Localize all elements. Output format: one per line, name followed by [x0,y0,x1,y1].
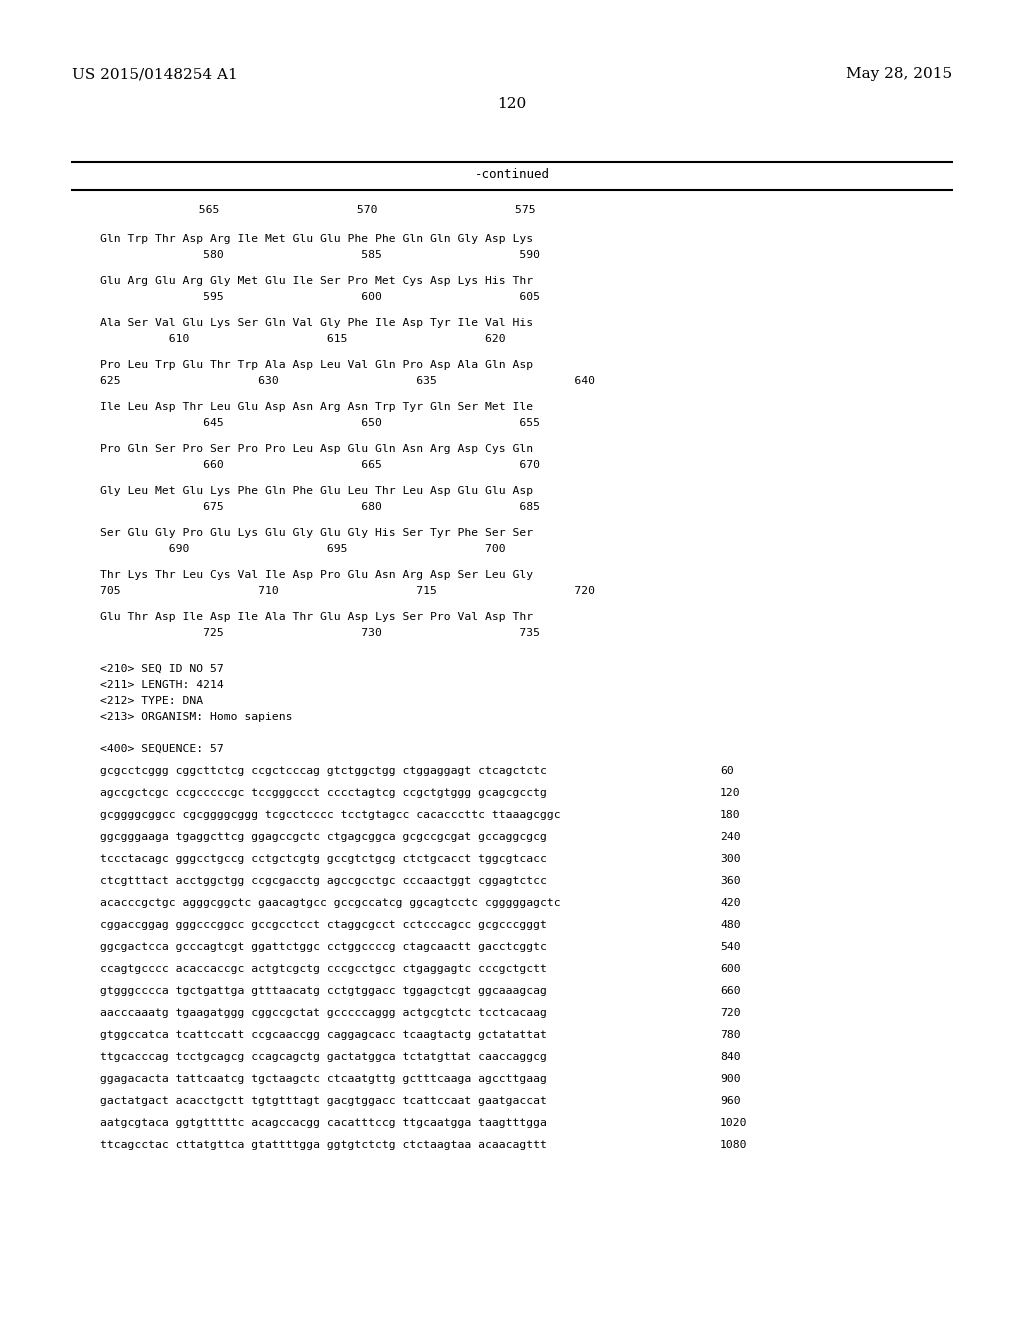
Text: <212> TYPE: DNA: <212> TYPE: DNA [100,696,203,706]
Text: 720: 720 [720,1008,740,1018]
Text: <210> SEQ ID NO 57: <210> SEQ ID NO 57 [100,664,224,675]
Text: tccctacagc gggcctgccg cctgctcgtg gccgtctgcg ctctgcacct tggcgtcacc: tccctacagc gggcctgccg cctgctcgtg gccgtct… [100,854,547,865]
Text: <213> ORGANISM: Homo sapiens: <213> ORGANISM: Homo sapiens [100,711,293,722]
Text: 645                    650                    655: 645 650 655 [100,418,540,428]
Text: Pro Leu Trp Glu Thr Trp Ala Asp Leu Val Gln Pro Asp Ala Gln Asp: Pro Leu Trp Glu Thr Trp Ala Asp Leu Val … [100,360,534,370]
Text: 625                    630                    635                    640: 625 630 635 640 [100,376,595,385]
Text: Gln Trp Thr Asp Arg Ile Met Glu Glu Phe Phe Gln Gln Gly Asp Lys: Gln Trp Thr Asp Arg Ile Met Glu Glu Phe … [100,234,534,244]
Text: aacccaaatg tgaagatggg cggccgctat gcccccaggg actgcgtctc tcctcacaag: aacccaaatg tgaagatggg cggccgctat gccccca… [100,1008,547,1018]
Text: 480: 480 [720,920,740,931]
Text: gcgcctcggg cggcttctcg ccgctcccag gtctggctgg ctggaggagt ctcagctctc: gcgcctcggg cggcttctcg ccgctcccag gtctggc… [100,766,547,776]
Text: acacccgctgc agggcggctc gaacagtgcc gccgccatcg ggcagtcctc cgggggagctc: acacccgctgc agggcggctc gaacagtgcc gccgcc… [100,898,560,908]
Text: Thr Lys Thr Leu Cys Val Ile Asp Pro Glu Asn Arg Asp Ser Leu Gly: Thr Lys Thr Leu Cys Val Ile Asp Pro Glu … [100,570,534,579]
Text: 300: 300 [720,854,740,865]
Text: 565                    570                    575: 565 570 575 [130,205,536,215]
Text: ctcgtttact acctggctgg ccgcgacctg agccgcctgc cccaactggt cggagtctcc: ctcgtttact acctggctgg ccgcgacctg agccgcc… [100,876,547,886]
Text: 360: 360 [720,876,740,886]
Text: 120: 120 [498,96,526,111]
Text: ggcgggaaga tgaggcttcg ggagccgctc ctgagcggca gcgccgcgat gccaggcgcg: ggcgggaaga tgaggcttcg ggagccgctc ctgagcg… [100,832,547,842]
Text: 60: 60 [720,766,734,776]
Text: 540: 540 [720,942,740,952]
Text: gtggccatca tcattccatt ccgcaaccgg caggagcacc tcaagtactg gctatattat: gtggccatca tcattccatt ccgcaaccgg caggagc… [100,1030,547,1040]
Text: 420: 420 [720,898,740,908]
Text: 600: 600 [720,964,740,974]
Text: 1080: 1080 [720,1140,748,1150]
Text: May 28, 2015: May 28, 2015 [846,67,952,81]
Text: Ile Leu Asp Thr Leu Glu Asp Asn Arg Asn Trp Tyr Gln Ser Met Ile: Ile Leu Asp Thr Leu Glu Asp Asn Arg Asn … [100,403,534,412]
Text: Glu Arg Glu Arg Gly Met Glu Ile Ser Pro Met Cys Asp Lys His Thr: Glu Arg Glu Arg Gly Met Glu Ile Ser Pro … [100,276,534,286]
Text: 960: 960 [720,1096,740,1106]
Text: 610                    615                    620: 610 615 620 [100,334,506,345]
Text: gtgggcccca tgctgattga gtttaacatg cctgtggacc tggagctcgt ggcaaagcag: gtgggcccca tgctgattga gtttaacatg cctgtgg… [100,986,547,997]
Text: 675                    680                    685: 675 680 685 [100,502,540,512]
Text: 595                    600                    605: 595 600 605 [100,292,540,302]
Text: US 2015/0148254 A1: US 2015/0148254 A1 [72,67,238,81]
Text: Pro Gln Ser Pro Ser Pro Pro Leu Asp Glu Gln Asn Arg Asp Cys Gln: Pro Gln Ser Pro Ser Pro Pro Leu Asp Glu … [100,444,534,454]
Text: 120: 120 [720,788,740,799]
Text: Ser Glu Gly Pro Glu Lys Glu Gly Glu Gly His Ser Tyr Phe Ser Ser: Ser Glu Gly Pro Glu Lys Glu Gly Glu Gly … [100,528,534,539]
Text: 660                    665                    670: 660 665 670 [100,459,540,470]
Text: 900: 900 [720,1074,740,1084]
Text: agccgctcgc ccgcccccgc tccgggccct cccctagtcg ccgctgtggg gcagcgcctg: agccgctcgc ccgcccccgc tccgggccct cccctag… [100,788,547,799]
Text: 180: 180 [720,810,740,820]
Text: cggaccggag gggcccggcc gccgcctcct ctaggcgcct cctcccagcc gcgcccgggt: cggaccggag gggcccggcc gccgcctcct ctaggcg… [100,920,547,931]
Text: ttcagcctac cttatgttca gtattttgga ggtgtctctg ctctaagtaa acaacagttt: ttcagcctac cttatgttca gtattttgga ggtgtct… [100,1140,547,1150]
Text: aatgcgtaca ggtgtttttc acagccacgg cacatttccg ttgcaatgga taagtttgga: aatgcgtaca ggtgtttttc acagccacgg cacattt… [100,1118,547,1129]
Text: -continued: -continued [474,168,550,181]
Text: gactatgact acacctgctt tgtgtttagt gacgtggacc tcattccaat gaatgaccat: gactatgact acacctgctt tgtgtttagt gacgtgg… [100,1096,547,1106]
Text: ggcgactcca gcccagtcgt ggattctggc cctggccccg ctagcaactt gacctcggtc: ggcgactcca gcccagtcgt ggattctggc cctggcc… [100,942,547,952]
Text: 580                    585                    590: 580 585 590 [100,249,540,260]
Text: gcggggcggcc cgcggggcggg tcgcctcccc tcctgtagcc cacacccttc ttaaagcggc: gcggggcggcc cgcggggcggg tcgcctcccc tcctg… [100,810,560,820]
Text: Ala Ser Val Glu Lys Ser Gln Val Gly Phe Ile Asp Tyr Ile Val His: Ala Ser Val Glu Lys Ser Gln Val Gly Phe … [100,318,534,327]
Text: 725                    730                    735: 725 730 735 [100,628,540,638]
Text: ccagtgcccc acaccaccgc actgtcgctg cccgcctgcc ctgaggagtc cccgctgctt: ccagtgcccc acaccaccgc actgtcgctg cccgcct… [100,964,547,974]
Text: 705                    710                    715                    720: 705 710 715 720 [100,586,595,597]
Text: 660: 660 [720,986,740,997]
Text: Gly Leu Met Glu Lys Phe Gln Phe Glu Leu Thr Leu Asp Glu Glu Asp: Gly Leu Met Glu Lys Phe Gln Phe Glu Leu … [100,486,534,496]
Text: <211> LENGTH: 4214: <211> LENGTH: 4214 [100,680,224,690]
Text: Glu Thr Asp Ile Asp Ile Ala Thr Glu Asp Lys Ser Pro Val Asp Thr: Glu Thr Asp Ile Asp Ile Ala Thr Glu Asp … [100,612,534,622]
Text: ttgcacccag tcctgcagcg ccagcagctg gactatggca tctatgttat caaccaggcg: ttgcacccag tcctgcagcg ccagcagctg gactatg… [100,1052,547,1063]
Text: 690                    695                    700: 690 695 700 [100,544,506,554]
Text: 780: 780 [720,1030,740,1040]
Text: 240: 240 [720,832,740,842]
Text: ggagacacta tattcaatcg tgctaagctc ctcaatgttg gctttcaaga agccttgaag: ggagacacta tattcaatcg tgctaagctc ctcaatg… [100,1074,547,1084]
Text: <400> SEQUENCE: 57: <400> SEQUENCE: 57 [100,744,224,754]
Text: 1020: 1020 [720,1118,748,1129]
Text: 840: 840 [720,1052,740,1063]
